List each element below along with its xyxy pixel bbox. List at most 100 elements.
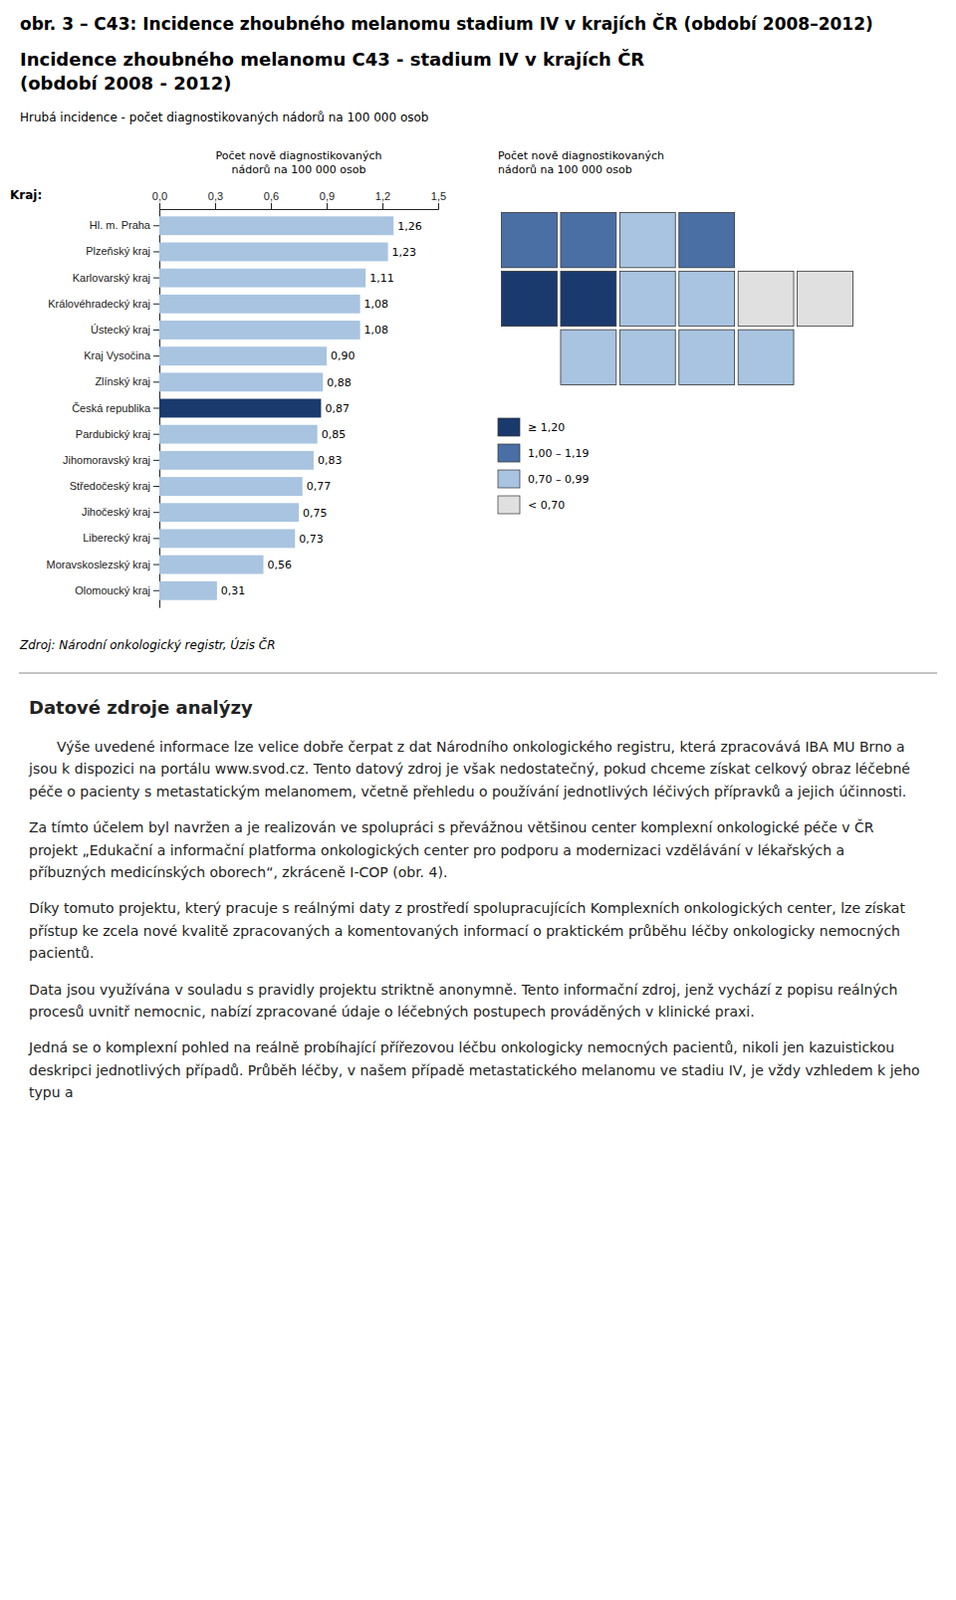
data-label: 1,08 bbox=[364, 323, 390, 337]
y-tick-label: Olomoucký kraj bbox=[74, 584, 151, 597]
legend-label: 1,00 – 1,19 bbox=[527, 447, 589, 461]
y-tick-label: Středočeský kraj bbox=[69, 479, 151, 492]
map-region bbox=[679, 213, 735, 268]
data-label: 0,88 bbox=[326, 376, 352, 390]
legend-label: 0,70 – 0,99 bbox=[527, 473, 589, 486]
y-tick: Jihočeský kraj bbox=[81, 505, 160, 518]
y-tick-mark bbox=[153, 485, 160, 487]
y-tick: Karlovarský kraj bbox=[72, 271, 160, 284]
y-tick-label: Ústecký kraj bbox=[90, 323, 151, 336]
y-tick: Zlínský kraj bbox=[94, 375, 160, 388]
bar bbox=[159, 320, 361, 340]
page-title: obr. 3 – C43: Incidence zhoubného melano… bbox=[19, 12, 874, 34]
text-section: Datové zdroje analýzyVýše uvedené inform… bbox=[28, 697, 926, 1118]
y-tick-label: Zlínský kraj bbox=[94, 375, 151, 388]
y-tick-mark bbox=[153, 511, 160, 513]
map-region bbox=[737, 270, 794, 326]
bar bbox=[159, 399, 321, 419]
y-axis-title: Kraj: bbox=[9, 188, 42, 203]
x-tick: 1,2 bbox=[375, 190, 391, 210]
y-tick-mark bbox=[153, 329, 160, 331]
separator bbox=[18, 673, 938, 675]
y-tick: Jihomoravský kraj bbox=[62, 454, 160, 467]
map-region bbox=[619, 270, 676, 326]
data-label: 0,87 bbox=[324, 402, 350, 416]
bars bbox=[159, 216, 394, 600]
map-title: Počet nově diagnostikovanýchnádorů na 10… bbox=[497, 149, 665, 177]
data-label: 0,73 bbox=[298, 532, 324, 546]
map-region bbox=[560, 213, 617, 268]
y-tick-mark bbox=[153, 250, 160, 252]
y-tick-mark bbox=[153, 460, 160, 462]
bar bbox=[159, 372, 323, 392]
subtitle: Hrubá incidence - počet diagnostikovanýc… bbox=[19, 110, 429, 125]
x-tick-mark bbox=[438, 203, 440, 210]
bar bbox=[159, 294, 361, 314]
bar bbox=[159, 346, 327, 366]
data-label: 0,75 bbox=[302, 506, 328, 520]
data-label: 0,85 bbox=[321, 428, 347, 442]
bar bbox=[159, 216, 394, 236]
chart-canvas: obr. 3 – C43: Incidence zhoubného melano… bbox=[0, 0, 956, 688]
x-tick: 0,0 bbox=[152, 190, 168, 210]
map-region bbox=[560, 329, 617, 385]
data-label: 0,77 bbox=[306, 479, 332, 493]
data-label: 0,31 bbox=[221, 584, 246, 598]
y-tick: Česká republika bbox=[71, 402, 160, 415]
y-tick-mark bbox=[153, 590, 160, 592]
y-tick-mark bbox=[153, 225, 160, 227]
y-axis: Hl. m. PrahaPlzeňský krajKarlovarský kra… bbox=[45, 210, 160, 609]
x-tick-label: 0,3 bbox=[208, 190, 224, 203]
bar bbox=[159, 451, 314, 471]
y-tick-label: Jihočeský kraj bbox=[81, 505, 151, 518]
x-tick-mark bbox=[159, 203, 161, 210]
x-tick-label: 1,2 bbox=[375, 190, 391, 203]
y-tick-mark bbox=[153, 408, 160, 410]
chart-title: (období 2008 - 2012) bbox=[19, 72, 232, 94]
bar bbox=[159, 502, 299, 522]
y-tick-label: Královéhradecký kraj bbox=[47, 297, 151, 310]
x-tick-mark bbox=[326, 203, 328, 210]
paragraph: Díky tomuto projektu, který pracuje s re… bbox=[28, 897, 926, 964]
data-label: 1,08 bbox=[364, 297, 390, 311]
data-labels: 1,261,231,111,081,080,900,880,870,850,83… bbox=[221, 220, 423, 598]
y-tick-mark bbox=[153, 564, 160, 566]
y-tick: Liberecký kraj bbox=[82, 531, 160, 544]
paragraph: Data jsou využívána v souladu s pravidly… bbox=[28, 978, 926, 1024]
paragraph: Výše uvedené informace lze velice dobře … bbox=[28, 735, 926, 803]
data-label: 1,11 bbox=[369, 271, 395, 285]
y-tick-label: Karlovarský kraj bbox=[72, 271, 151, 284]
x-tick: 1,5 bbox=[431, 190, 447, 210]
paragraph: Jedná se o komplexní pohled na reálně pr… bbox=[28, 1036, 926, 1104]
y-tick-mark bbox=[153, 303, 160, 305]
data-label: 1,23 bbox=[392, 245, 418, 259]
legend: ≥ 1,201,00 – 1,190,70 – 0,99< 0,70 bbox=[497, 418, 589, 514]
chart-title: Incidence zhoubného melanomu C43 - stadi… bbox=[19, 48, 645, 70]
y-tick-mark bbox=[153, 537, 160, 539]
bar bbox=[159, 242, 389, 262]
y-tick: Olomoucký kraj bbox=[74, 584, 160, 597]
map-region bbox=[560, 270, 617, 326]
bar bbox=[159, 268, 366, 288]
bar bbox=[159, 581, 218, 601]
map-region bbox=[679, 329, 735, 385]
map-region bbox=[679, 270, 735, 326]
data-label: 0,83 bbox=[317, 454, 343, 468]
x-tick-mark bbox=[215, 203, 217, 210]
x-axis-line bbox=[160, 203, 440, 211]
x-axis-title: Počet nově diagnostikovanýchnádorů na 10… bbox=[215, 149, 382, 177]
y-tick-label: Hl. m. Praha bbox=[89, 219, 152, 232]
y-tick: Ústecký kraj bbox=[90, 323, 160, 336]
y-tick-label: Moravskoslezský kraj bbox=[45, 558, 151, 571]
y-tick-mark bbox=[153, 355, 160, 357]
y-tick: Kraj Vysočina bbox=[83, 349, 160, 362]
x-axis: 0,00,30,60,91,21,5 bbox=[152, 190, 447, 211]
y-tick-label: Liberecký kraj bbox=[82, 531, 151, 544]
paragraph: Za tímto účelem byl navržen a je realizo… bbox=[28, 816, 926, 884]
x-tick-mark bbox=[382, 203, 384, 210]
data-label: 0,56 bbox=[267, 558, 293, 572]
legend-swatch bbox=[497, 418, 520, 437]
x-tick: 0,6 bbox=[263, 190, 279, 210]
source: Zdroj: Národní onkologický registr, Úzis… bbox=[18, 637, 276, 653]
x-tick-label: 0,0 bbox=[152, 190, 168, 203]
